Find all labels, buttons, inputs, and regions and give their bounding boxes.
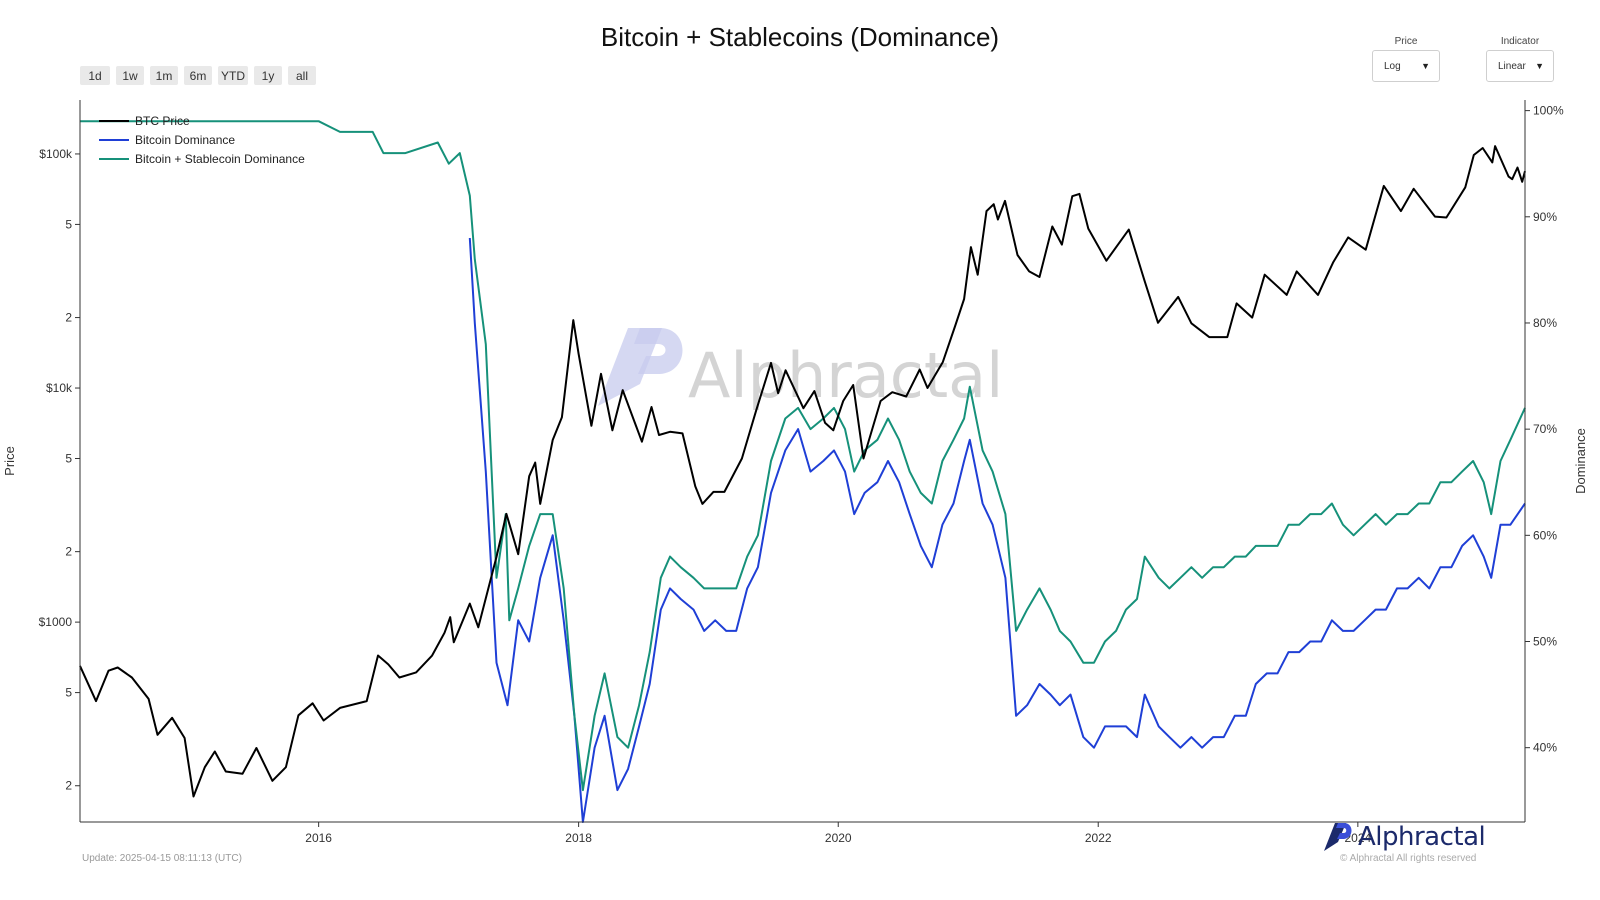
right-tick-label: 80% [1533, 316, 1557, 330]
update-timestamp: Update: 2025-04-15 08:11:13 (UTC) [82, 853, 242, 864]
legend-label-btc-price[interactable]: BTC Price [135, 114, 190, 128]
left-tick-label: $1000 [39, 615, 73, 629]
left-tick-label: 2 [65, 779, 72, 793]
copyright-text: © Alphractal All rights reserved [1340, 853, 1477, 864]
range-selector: 1d 1w 1m 6m YTD 1y all [80, 66, 316, 85]
indicator-scale-value: Linear [1498, 60, 1526, 72]
chevron-down-icon: ▼ [1535, 61, 1544, 71]
x-tick-label: 2022 [1085, 831, 1112, 845]
range-button-ytd[interactable]: YTD [218, 66, 248, 85]
x-tick-label: 2018 [565, 831, 592, 845]
price-scale-label: Price [1394, 36, 1418, 47]
right-tick-label: 50% [1533, 635, 1557, 649]
left-tick-label: 5 [65, 686, 72, 700]
x-axis-ticks: 2016 2018 2020 2022 2024 [305, 822, 1372, 845]
chevron-down-icon: ▼ [1421, 61, 1430, 71]
brand-name: Alphractal [1358, 822, 1486, 852]
x-tick-label: 2024 [1344, 831, 1371, 845]
right-tick-label: 100% [1533, 104, 1564, 118]
price-scale-select[interactable]: Log ▼ [1372, 50, 1440, 82]
watermark-text: Alphractal [688, 339, 1003, 412]
watermark-logo-icon [598, 328, 683, 406]
legend-label-btc-stable-dominance[interactable]: Bitcoin + Stablecoin Dominance [135, 152, 305, 166]
btc-price-line [79, 145, 1526, 798]
right-axis-ticks: 40% 50% 60% 70% 80% 90% 100% [1525, 104, 1564, 755]
left-axis-ticks: 2 5 $1000 2 5 $10k 2 5 $100k [39, 147, 80, 793]
brand-logo: Alphractal [1322, 822, 1486, 852]
range-button-all[interactable]: all [288, 66, 316, 85]
left-axis-title: Price [2, 446, 17, 476]
legend: BTC Price Bitcoin Dominance Bitcoin + St… [99, 114, 305, 166]
right-tick-label: 60% [1533, 528, 1557, 542]
left-tick-label: $10k [46, 381, 73, 395]
left-tick-label: $100k [39, 147, 73, 161]
series-layer [79, 120, 1526, 823]
x-tick-label: 2016 [305, 831, 332, 845]
price-scale-value: Log [1384, 60, 1401, 72]
chart-title: Bitcoin + Stablecoins (Dominance) [600, 22, 1000, 52]
price-scale-control: Price Log ▼ [1372, 36, 1440, 82]
indicator-scale-select[interactable]: Linear ▼ [1486, 50, 1554, 82]
range-button-1d[interactable]: 1d [80, 66, 110, 85]
left-tick-label: 5 [65, 217, 72, 231]
watermark: Alphractal [598, 328, 1003, 412]
right-tick-label: 70% [1533, 422, 1557, 436]
alphractal-logo-icon [1324, 823, 1352, 851]
indicator-scale-control: Indicator Linear ▼ [1486, 36, 1554, 82]
btc-stable-dominance-line [80, 120, 1526, 792]
range-button-1w[interactable]: 1w [116, 66, 144, 85]
bitcoin-dominance-line [468, 237, 1526, 823]
right-axis-title: Dominance [1573, 428, 1588, 494]
range-button-6m[interactable]: 6m [184, 66, 212, 85]
left-tick-label: 2 [65, 311, 72, 325]
left-tick-label: 2 [65, 545, 72, 559]
legend-label-bitcoin-dominance[interactable]: Bitcoin Dominance [135, 133, 235, 147]
indicator-scale-label: Indicator [1500, 36, 1540, 47]
range-button-1m[interactable]: 1m [150, 66, 178, 85]
left-tick-label: 5 [65, 451, 72, 465]
right-tick-label: 40% [1533, 741, 1557, 755]
x-tick-label: 2020 [825, 831, 852, 845]
axes [79, 100, 1526, 823]
range-button-1y[interactable]: 1y [254, 66, 282, 85]
right-tick-label: 90% [1533, 210, 1557, 224]
